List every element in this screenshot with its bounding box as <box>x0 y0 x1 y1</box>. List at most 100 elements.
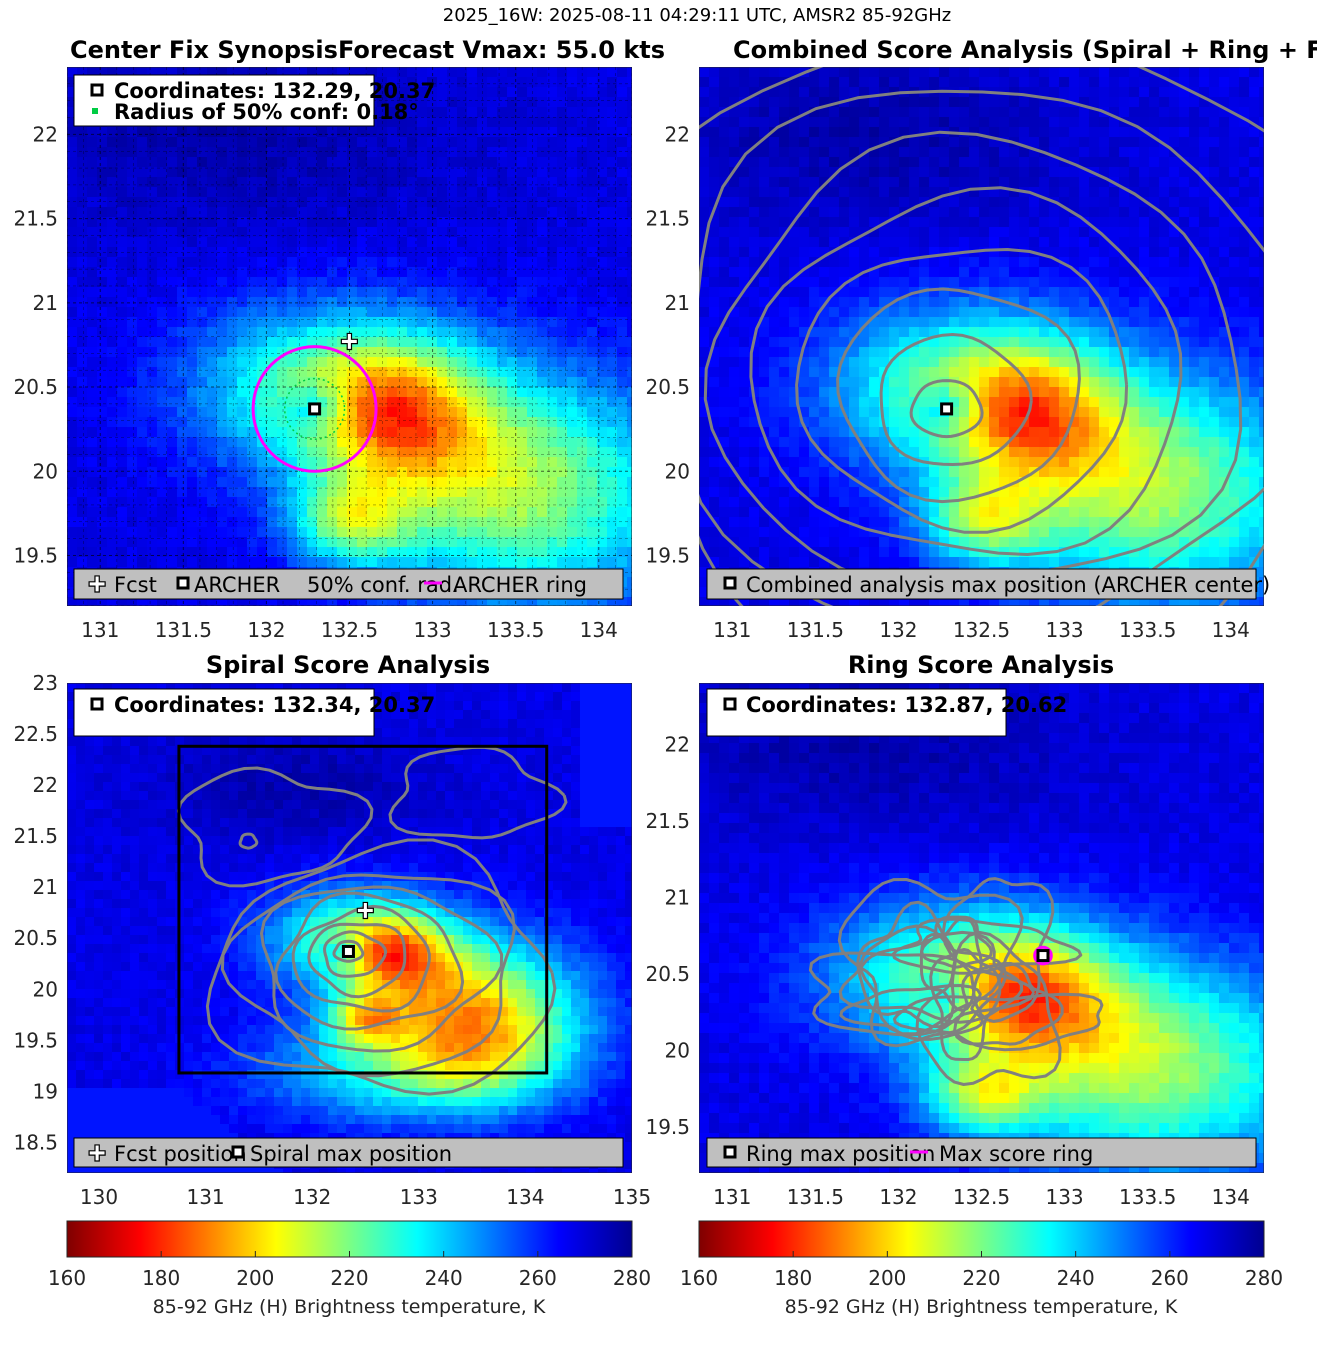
contour-line <box>838 930 1024 1024</box>
conf-circle <box>283 377 346 440</box>
contour-line <box>699 67 1264 606</box>
panel-ring-score: Ring Score Analysis 131 131.5 132 132.5 133 1… <box>645 651 1264 1209</box>
ring-coordinates: Coordinates: 132.87, 20.62 <box>746 693 1067 717</box>
contour-line <box>332 939 365 963</box>
colorbar-tick-label: 240 <box>1057 1266 1095 1290</box>
conf-marker-icon <box>92 108 98 114</box>
contour-line <box>238 832 259 850</box>
contour-line <box>220 873 516 1078</box>
contour-line <box>703 130 1243 590</box>
x-tick-label: 133.5 <box>1119 618 1176 642</box>
y-tick-label: 21.5 <box>645 207 690 231</box>
colorbar-tick-label: 200 <box>868 1266 906 1290</box>
x-tick-label: 133 <box>1045 618 1083 642</box>
combined-legend: Combined analysis max position (ARCHER c… <box>706 568 1270 600</box>
contour-line <box>892 992 1104 1052</box>
legend-max-score-ring: Max score ring <box>939 1142 1093 1166</box>
legend-fcst: Fcst <box>114 573 157 597</box>
x-tick-label: 133 <box>1045 1185 1083 1209</box>
archer-center-marker <box>308 402 322 416</box>
x-tick-label: 133.5 <box>1119 1185 1176 1209</box>
contour-line <box>323 930 388 978</box>
colorbar-tick-label: 260 <box>1151 1266 1189 1290</box>
fcst-plus-icon: ✚ <box>88 573 106 598</box>
spiral-max-marker <box>341 944 355 958</box>
y-tick-label: 18.5 <box>13 1130 58 1154</box>
y-tick-label: 20.5 <box>645 375 690 399</box>
y-tick-label: 20 <box>665 459 690 483</box>
x-tick-label: 132 <box>879 618 917 642</box>
combined-ticks: 131 131.5 132 132.5 133 133.5 134 19.5 20 20.5 21 2… <box>645 122 1249 642</box>
x-tick-label: 131 <box>713 618 751 642</box>
y-tick-label: 19 <box>33 1079 58 1103</box>
y-tick-label: 22 <box>33 773 58 797</box>
ring-max-marker <box>1036 949 1050 963</box>
x-tick-label: 131.5 <box>787 1185 844 1209</box>
colorbar-tick-label: 200 <box>236 1266 274 1290</box>
x-tick-label: 131 <box>713 1185 751 1209</box>
y-tick-label: 22.5 <box>13 722 58 746</box>
x-tick-label: 132.5 <box>321 618 378 642</box>
spiral-coordinates: Coordinates: 132.34, 20.37 <box>114 693 435 717</box>
colorbar-tick-label: 260 <box>519 1266 557 1290</box>
x-tick-label: 130 <box>80 1185 118 1209</box>
archer-marker-icon <box>90 83 104 97</box>
y-tick-label: 20 <box>33 459 58 483</box>
spiral-ticks: 130 131 132 133 134 135 18.5 19 19.5 20 20.5 21 21.5… <box>13 671 651 1209</box>
colorbar-tick-label: 160 <box>48 1266 86 1290</box>
legend-spiral-max: Spiral max position <box>250 1142 452 1166</box>
legend-archer: ARCHER <box>194 573 280 597</box>
panel-spiral-score: Spiral Score Analysis ✚ 130 131 132 133 134 1… <box>13 651 651 1209</box>
contour-line <box>291 904 431 1013</box>
spiral-fcst-marker: ✚ <box>356 900 374 925</box>
x-tick-label: 134 <box>506 1185 544 1209</box>
y-tick-label: 20 <box>33 977 58 1001</box>
contour-line <box>260 885 504 1053</box>
y-tick-label: 20.5 <box>645 962 690 986</box>
ring-title: Ring Score Analysis <box>848 651 1114 679</box>
y-tick-label: 19.5 <box>645 1115 690 1139</box>
spiral-max-legend-icon <box>231 1145 245 1159</box>
combined-max-icon <box>723 576 737 590</box>
y-tick-label: 21.5 <box>13 207 58 231</box>
ring-max-legend-icon <box>723 1145 737 1159</box>
colorbar-tick-label: 280 <box>1245 1266 1283 1290</box>
y-tick-label: 21 <box>665 291 690 315</box>
contour-line <box>909 379 984 439</box>
x-tick-label: 131 <box>81 618 119 642</box>
legend-ring-max: Ring max position <box>746 1142 935 1166</box>
x-tick-label: 132.5 <box>953 1185 1010 1209</box>
colorbar-tick-label: 180 <box>774 1266 812 1290</box>
fcst-position-marker: ✚ <box>340 331 358 356</box>
legend-archer-ring: ARCHER ring <box>453 573 587 597</box>
ring-contours <box>808 877 1104 1086</box>
colorbar-left-ticks: 160 180 200 220 240 260 280 <box>48 1251 651 1290</box>
spiral-title: Spiral Score Analysis <box>206 651 490 679</box>
y-tick-label: 20 <box>665 1039 690 1063</box>
synopsis-markers: ✚ <box>251 330 378 473</box>
x-tick-label: 133.5 <box>487 618 544 642</box>
spiral-markers: ✚ <box>177 744 549 1075</box>
colorbar-right: 160 180 200 220 240 260 280 85-92 GHz (H) Brig… <box>680 1220 1283 1318</box>
x-tick-label: 131.5 <box>155 618 212 642</box>
y-tick-label: 19.5 <box>13 1028 58 1052</box>
contour-line <box>749 186 1183 556</box>
colorbar-tick-label: 180 <box>142 1266 180 1290</box>
colorbar-left: 160 180 200 220 240 260 280 85-92 GHz (H) Brig… <box>48 1220 651 1318</box>
analysis-box <box>177 744 549 1075</box>
x-tick-label: 134 <box>1212 618 1250 642</box>
ring-legend: Ring max position Max score ring <box>706 1137 1257 1168</box>
spiral-legend: ✚ Fcst position Spiral max position <box>73 1137 624 1168</box>
fcst-position-plus-icon: ✚ <box>88 1142 106 1167</box>
contour-line <box>176 766 374 888</box>
legend-combined-max: Combined analysis max position (ARCHER c… <box>746 573 1270 597</box>
y-tick-label: 21 <box>33 875 58 899</box>
panel-combined-score: Combined Score Analysis (Spiral + Ring +… <box>645 36 1317 642</box>
contour-line <box>388 745 568 840</box>
colorbar-right-label: 85-92 GHz (H) Brightness temperature, K <box>785 1296 1178 1318</box>
ring-marker-icon <box>723 697 737 711</box>
contour-line <box>879 333 1033 466</box>
combined-markers <box>940 402 954 416</box>
x-tick-label: 133 <box>400 1185 438 1209</box>
